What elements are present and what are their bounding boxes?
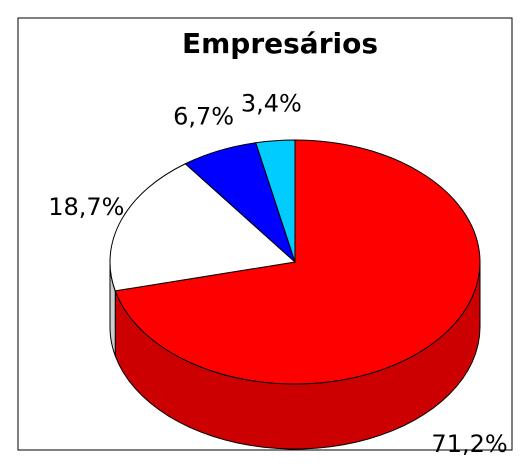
data-label: 18,7% [48,193,124,221]
pie-slice [255,139,296,263]
data-label: 71,2% [431,430,507,458]
pie-slice [109,163,297,292]
data-label: 3,4% [241,89,302,117]
pie-slice [114,139,481,385]
data-label: 6,7% [173,102,234,130]
chart-title: Empresários [182,27,378,60]
